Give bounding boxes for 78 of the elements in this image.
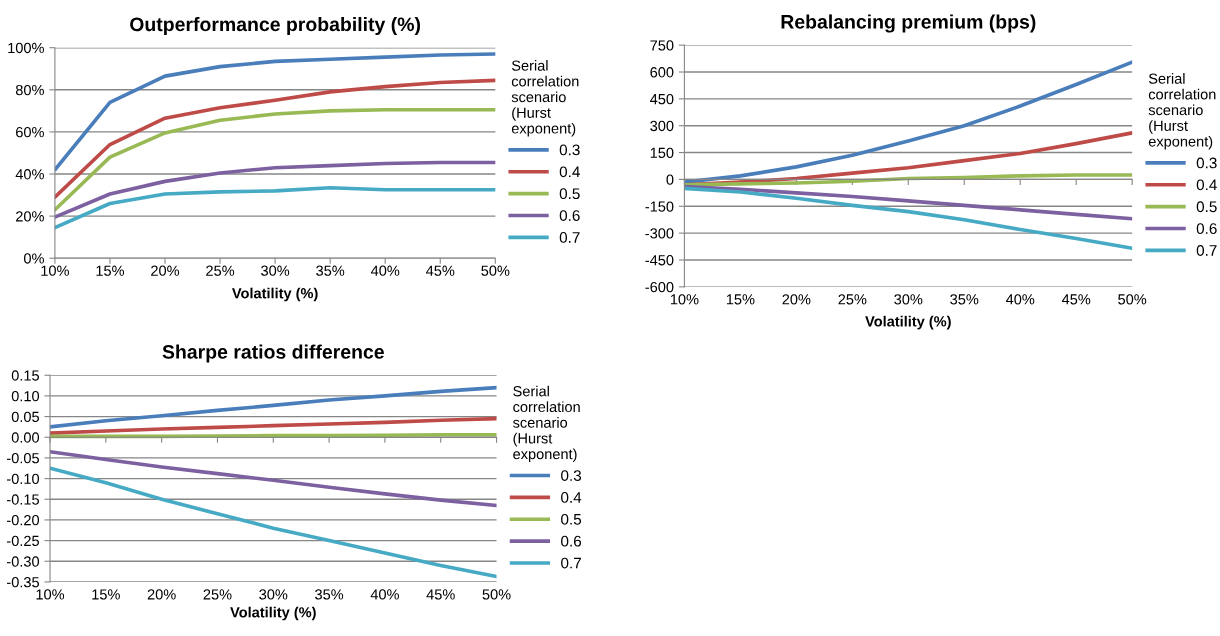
y-tick-label: 600 — [650, 67, 674, 78]
x-axis-title: Volatility (%) — [865, 315, 951, 330]
x-tick-label: 35% — [316, 265, 345, 276]
legend-label: 0.6 — [559, 210, 580, 221]
x-tick-label: 40% — [370, 265, 400, 276]
x-tick-label: 30% — [259, 589, 288, 600]
chart-title: Outperformance probability (%) — [130, 16, 420, 36]
legend-label: 0.3 — [561, 470, 582, 481]
x-tick-label: 50% — [482, 589, 511, 600]
y-tick-label: -0.15 — [7, 494, 39, 505]
legend-label: 0.7 — [1196, 245, 1217, 256]
y-tick-label: -0.20 — [7, 515, 40, 526]
chart-title: Sharpe ratios difference — [162, 344, 384, 363]
x-tick-label: 35% — [315, 589, 344, 600]
legend-label: 0.3 — [1196, 157, 1217, 169]
x-tick-label: 20% — [782, 294, 811, 305]
y-tick-label: 0.15 — [11, 370, 39, 381]
y-tick-label: -600 — [645, 281, 674, 293]
y-tick-label: 0.10 — [11, 391, 40, 402]
x-tick-label: 45% — [426, 589, 455, 600]
x-tick-label: 40% — [370, 589, 399, 600]
y-tick-label: 0 — [666, 174, 674, 185]
x-tick-label: 40% — [1005, 294, 1035, 305]
y-tick-label: 150 — [650, 147, 674, 158]
x-tick-label: 10% — [36, 589, 65, 600]
y-tick-label: -0.05 — [7, 453, 39, 464]
legend-label: 0.4 — [561, 492, 582, 503]
legend-label: 0.6 — [561, 535, 582, 547]
y-tick-label: 450 — [650, 93, 674, 105]
legend-label: 0.4 — [559, 166, 580, 178]
y-tick-label: -0.25 — [7, 535, 39, 547]
legend-label: 0.4 — [1196, 179, 1217, 191]
legend-label: 0.3 — [559, 144, 580, 156]
y-tick-label: 40% — [15, 169, 44, 180]
x-tick-label: 25% — [206, 265, 235, 276]
y-tick-label: -450 — [645, 255, 674, 266]
y-tick-label: -0.10 — [7, 473, 40, 485]
y-tick-label: 60% — [16, 127, 44, 138]
x-tick-label: 10% — [670, 294, 699, 305]
x-tick-label: 50% — [1118, 294, 1147, 305]
x-axis-title: Volatility (%) — [230, 606, 316, 621]
y-tick-label: 100% — [8, 42, 44, 54]
legend-label: 0.5 — [559, 188, 580, 200]
legend-label: 0.5 — [1196, 201, 1217, 213]
y-tick-label: 300 — [650, 120, 674, 132]
y-tick-label: 750 — [650, 40, 674, 51]
y-tick-label: -300 — [645, 228, 674, 239]
y-tick-label: 0.05 — [11, 411, 39, 423]
legend-title: Serial correlation scenario (Hurst exponent) — [513, 385, 580, 463]
y-tick-label: -0.35 — [7, 577, 39, 588]
x-tick-label: 20% — [147, 589, 176, 600]
legend-label: 0.7 — [561, 557, 581, 569]
x-tick-label: 30% — [261, 265, 290, 276]
chart-title: Rebalancing premium (bps) — [781, 14, 1036, 33]
y-tick-label: -150 — [645, 201, 674, 212]
x-tick-label: 45% — [426, 265, 455, 276]
x-tick-label: 35% — [950, 294, 979, 305]
legend-title: Serial correlation scenario (Hurst exponent) — [511, 60, 579, 137]
x-tick-label: 15% — [726, 294, 755, 305]
y-tick-label: 80% — [15, 84, 44, 96]
x-tick-label: 25% — [838, 294, 867, 305]
x-tick-label: 20% — [151, 265, 180, 276]
x-tick-label: 10% — [41, 265, 69, 276]
legend-title: Serial correlation scenario (Hurst exponent) — [1148, 73, 1216, 150]
x-tick-label: 15% — [92, 589, 120, 600]
legend-label: 0.7 — [559, 232, 580, 243]
legend-label: 0.6 — [1196, 223, 1217, 235]
x-axis-title: Volatility (%) — [232, 287, 318, 302]
x-tick-label: 50% — [481, 265, 510, 276]
y-tick-label: 0.00 — [11, 432, 40, 443]
x-tick-label: 25% — [203, 589, 232, 600]
x-tick-label: 15% — [96, 265, 125, 276]
x-tick-label: 45% — [1061, 294, 1091, 305]
y-tick-label: 0% — [23, 253, 44, 264]
y-tick-label: -0.30 — [7, 556, 40, 567]
legend-label: 0.5 — [561, 513, 582, 525]
y-tick-label: 20% — [16, 211, 44, 222]
x-tick-label: 30% — [894, 294, 923, 305]
